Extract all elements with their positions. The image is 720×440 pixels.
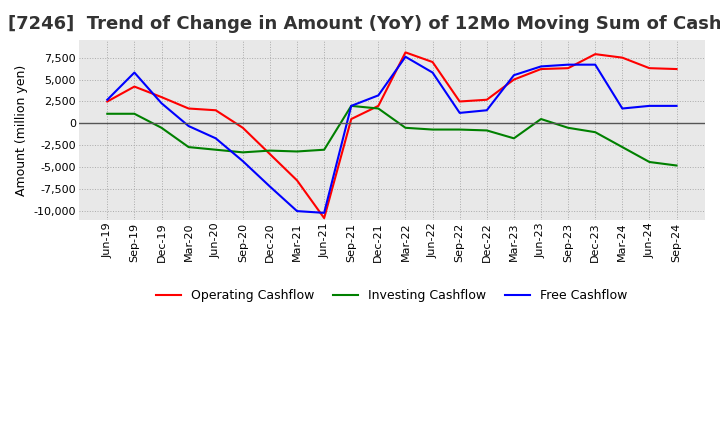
Free Cashflow — [293, 209, 302, 214]
Investing Cashflow — [266, 148, 274, 153]
Free Cashflow — [320, 210, 328, 216]
Operating Cashflow — [510, 77, 518, 82]
Operating Cashflow — [591, 51, 600, 57]
Operating Cashflow — [157, 95, 166, 100]
Investing Cashflow — [238, 150, 247, 155]
Investing Cashflow — [510, 136, 518, 141]
Investing Cashflow — [347, 103, 356, 109]
Free Cashflow — [374, 93, 383, 98]
Free Cashflow — [482, 108, 491, 113]
Operating Cashflow — [455, 99, 464, 104]
Free Cashflow — [266, 184, 274, 189]
Operating Cashflow — [266, 151, 274, 157]
Operating Cashflow — [401, 50, 410, 55]
Operating Cashflow — [564, 66, 572, 71]
Free Cashflow — [212, 136, 220, 141]
Investing Cashflow — [293, 149, 302, 154]
Free Cashflow — [238, 158, 247, 164]
Operating Cashflow — [184, 106, 193, 111]
Free Cashflow — [564, 62, 572, 67]
Operating Cashflow — [103, 99, 112, 104]
Legend: Operating Cashflow, Investing Cashflow, Free Cashflow: Operating Cashflow, Investing Cashflow, … — [151, 284, 633, 307]
Free Cashflow — [184, 123, 193, 128]
Investing Cashflow — [428, 127, 437, 132]
Operating Cashflow — [347, 117, 356, 122]
Operating Cashflow — [130, 84, 139, 89]
Operating Cashflow — [212, 108, 220, 113]
Investing Cashflow — [401, 125, 410, 130]
Line: Free Cashflow: Free Cashflow — [107, 57, 677, 213]
Title: [7246]  Trend of Change in Amount (YoY) of 12Mo Moving Sum of Cashflows: [7246] Trend of Change in Amount (YoY) o… — [9, 15, 720, 33]
Free Cashflow — [401, 54, 410, 59]
Free Cashflow — [157, 101, 166, 106]
Free Cashflow — [130, 70, 139, 75]
Investing Cashflow — [157, 125, 166, 130]
Free Cashflow — [510, 73, 518, 78]
Operating Cashflow — [293, 178, 302, 183]
Operating Cashflow — [482, 97, 491, 103]
Investing Cashflow — [591, 129, 600, 135]
Investing Cashflow — [645, 159, 654, 165]
Free Cashflow — [618, 106, 626, 111]
Free Cashflow — [536, 64, 545, 69]
Y-axis label: Amount (million yen): Amount (million yen) — [15, 64, 28, 196]
Free Cashflow — [672, 103, 681, 109]
Operating Cashflow — [618, 55, 626, 60]
Investing Cashflow — [536, 117, 545, 122]
Investing Cashflow — [184, 144, 193, 150]
Operating Cashflow — [238, 125, 247, 130]
Operating Cashflow — [672, 66, 681, 72]
Line: Investing Cashflow: Investing Cashflow — [107, 106, 677, 165]
Investing Cashflow — [618, 144, 626, 150]
Operating Cashflow — [645, 66, 654, 71]
Investing Cashflow — [672, 163, 681, 168]
Free Cashflow — [103, 97, 112, 103]
Operating Cashflow — [320, 216, 328, 221]
Investing Cashflow — [482, 128, 491, 133]
Investing Cashflow — [320, 147, 328, 152]
Line: Operating Cashflow: Operating Cashflow — [107, 52, 677, 218]
Investing Cashflow — [103, 111, 112, 117]
Free Cashflow — [455, 110, 464, 116]
Free Cashflow — [645, 103, 654, 109]
Investing Cashflow — [374, 106, 383, 111]
Free Cashflow — [428, 70, 437, 75]
Investing Cashflow — [455, 127, 464, 132]
Investing Cashflow — [130, 111, 139, 117]
Operating Cashflow — [428, 59, 437, 65]
Free Cashflow — [347, 103, 356, 109]
Free Cashflow — [591, 62, 600, 67]
Investing Cashflow — [212, 147, 220, 152]
Operating Cashflow — [374, 103, 383, 109]
Investing Cashflow — [564, 125, 572, 130]
Operating Cashflow — [536, 66, 545, 72]
